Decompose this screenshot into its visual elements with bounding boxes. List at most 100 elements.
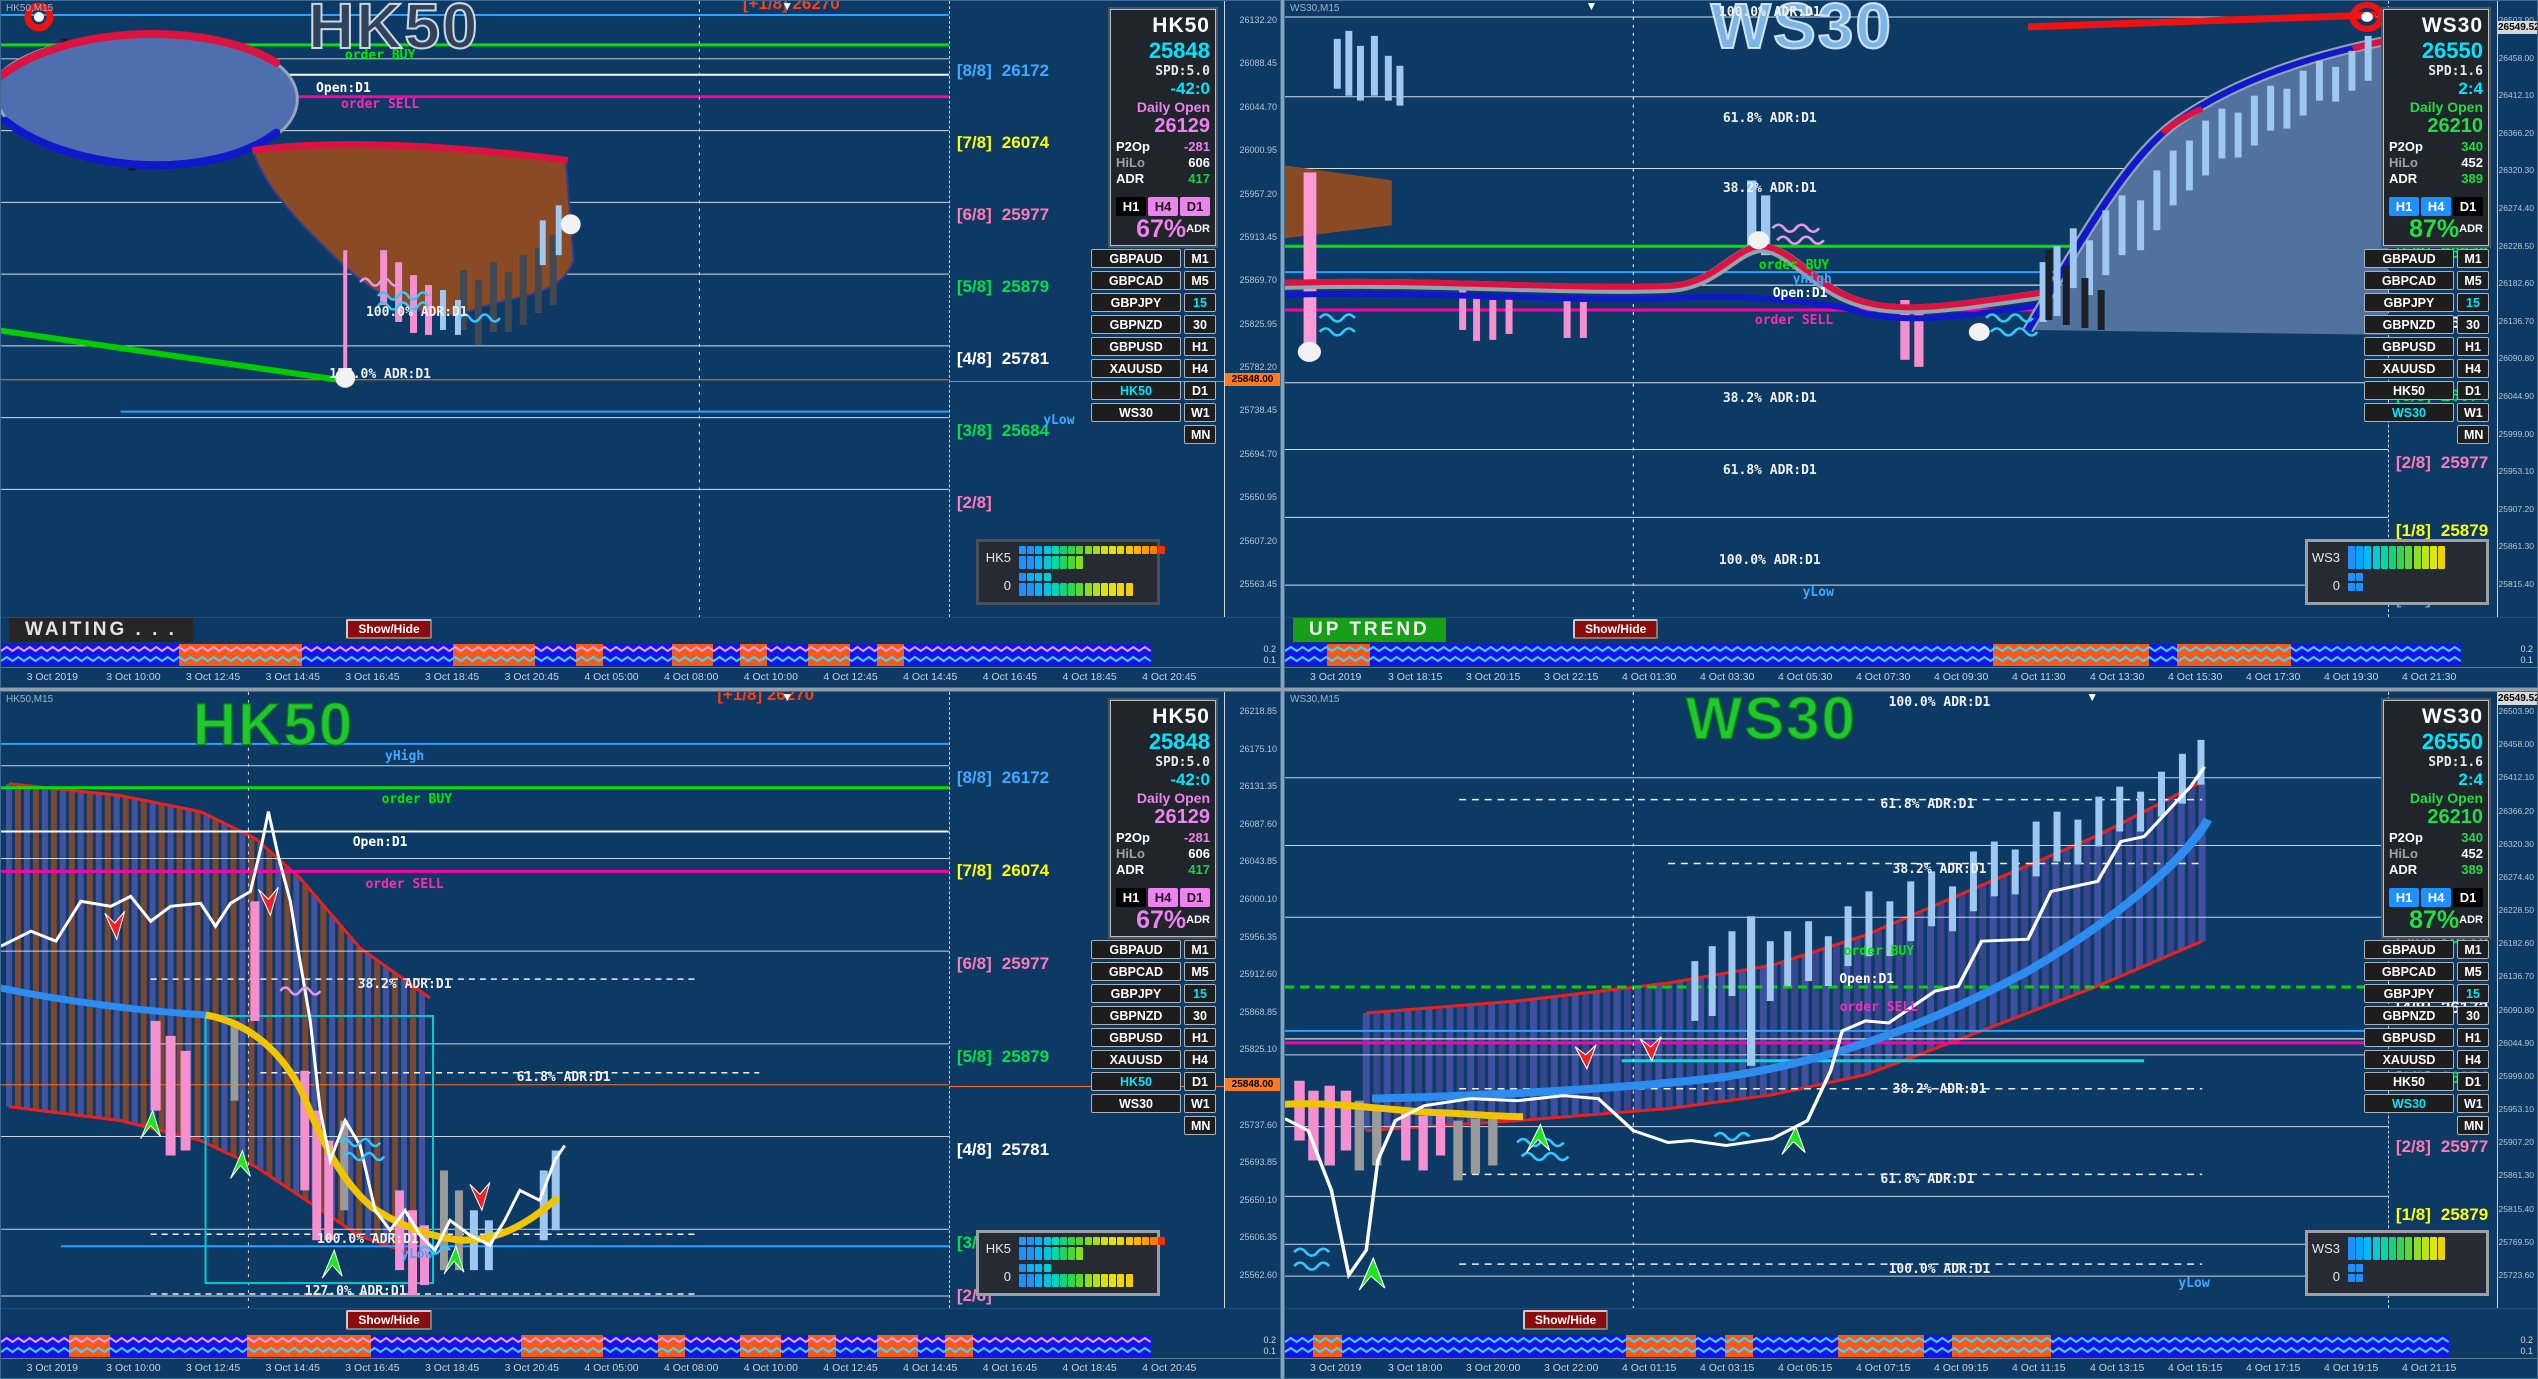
chart-symbol-period-label[interactable]: WS30,M15 <box>1290 3 1340 14</box>
period-button-15[interactable]: 15 <box>1184 984 1216 1003</box>
timeframe-chip-h1[interactable]: H1 <box>2389 197 2419 216</box>
timeframe-chip-d1[interactable]: D1 <box>1180 197 1210 216</box>
period-button-m5[interactable]: M5 <box>2457 962 2489 981</box>
symbol-button-hk50[interactable]: HK50 <box>1091 1072 1181 1091</box>
symbol-button-ws30[interactable]: WS30 <box>1091 1094 1181 1113</box>
price-axis[interactable]: 26503.90 26458.00 26412.10 26366.20 26320.30… <box>2497 1 2537 617</box>
period-button-mn[interactable]: MN <box>2457 1116 2489 1135</box>
timeframe-chip-h1[interactable]: H1 <box>1116 888 1146 907</box>
period-button-d1[interactable]: D1 <box>1184 381 1216 400</box>
show-hide-button[interactable]: Show/Hide <box>346 1310 432 1330</box>
timeframe-chip-d1[interactable]: D1 <box>2453 197 2483 216</box>
period-button-h4[interactable]: H4 <box>1184 1050 1216 1069</box>
symbol-button-gbpcad[interactable]: GBPCAD <box>2364 962 2454 981</box>
timeframe-chip-d1[interactable]: D1 <box>1180 888 1210 907</box>
period-button-mn[interactable]: MN <box>1184 1116 1216 1135</box>
symbol-button-gbpjpy[interactable]: GBPJPY <box>2364 984 2454 1003</box>
timeframe-chip-h4[interactable]: H4 <box>1148 888 1178 907</box>
period-button-w1[interactable]: W1 <box>2457 1094 2489 1113</box>
symbol-button-gbpnzd[interactable]: GBPNZD <box>1091 1006 1181 1025</box>
chart-symbol-period-label[interactable]: HK50,M15 <box>6 694 54 705</box>
symbol-button-hk50[interactable]: HK50 <box>2364 1072 2454 1091</box>
symbol-button-gbpaud[interactable]: GBPAUD <box>2364 940 2454 959</box>
symbol-button-gbpusd[interactable]: GBPUSD <box>1091 1028 1181 1047</box>
symbol-button-xauusd[interactable]: XAUUSD <box>2364 359 2454 378</box>
time-axis[interactable]: 3 Oct 2019 3 Oct 18:15 3 Oct 20:15 3 Oct 22… <box>1285 667 2537 687</box>
timeframe-chip-d1[interactable]: D1 <box>2453 888 2483 907</box>
chart-shift-marker-icon[interactable]: ▼ <box>2086 691 2099 704</box>
show-hide-button[interactable]: Show/Hide <box>346 619 432 639</box>
period-button-h1[interactable]: H1 <box>2457 337 2489 356</box>
symbol-button-gbpnzd[interactable]: GBPNZD <box>2364 315 2454 334</box>
chart-symbol-period-label[interactable]: HK50,M15 <box>6 3 54 14</box>
chart-area[interactable]: WS30,M15 ▼ WS3 0 <box>1285 692 2537 1308</box>
period-button-h1[interactable]: H1 <box>2457 1028 2489 1047</box>
period-button-h4[interactable]: H4 <box>1184 359 1216 378</box>
symbol-button-gbpusd[interactable]: GBPUSD <box>1091 337 1181 356</box>
timeframe-chip-h4[interactable]: H4 <box>1148 197 1178 216</box>
period-button-m1[interactable]: M1 <box>1184 249 1216 268</box>
chart-shift-marker-icon[interactable]: ▼ <box>781 691 794 704</box>
symbol-button-gbpaud[interactable]: GBPAUD <box>1091 940 1181 959</box>
symbol-button-xauusd[interactable]: XAUUSD <box>1091 359 1181 378</box>
period-button-m1[interactable]: M1 <box>2457 940 2489 959</box>
period-button-15[interactable]: 15 <box>1184 293 1216 312</box>
period-button-m5[interactable]: M5 <box>2457 271 2489 290</box>
symbol-button-gbpusd[interactable]: GBPUSD <box>2364 1028 2454 1047</box>
timeframe-chip-h1[interactable]: H1 <box>1116 197 1146 216</box>
symbol-button-gbpaud[interactable]: GBPAUD <box>2364 249 2454 268</box>
period-button-d1[interactable]: D1 <box>2457 1072 2489 1091</box>
period-button-h1[interactable]: H1 <box>1184 1028 1216 1047</box>
time-axis[interactable]: 3 Oct 2019 3 Oct 10:00 3 Oct 12:45 3 Oct 14… <box>1 667 1280 687</box>
period-button-15[interactable]: 15 <box>2457 293 2489 312</box>
period-button-m5[interactable]: M5 <box>1184 271 1216 290</box>
period-button-mn[interactable]: MN <box>1184 425 1216 444</box>
time-axis[interactable]: 3 Oct 2019 3 Oct 18:00 3 Oct 20:00 3 Oct 22… <box>1285 1358 2537 1378</box>
symbol-button-hk50[interactable]: HK50 <box>2364 381 2454 400</box>
period-button-m5[interactable]: M5 <box>1184 962 1216 981</box>
period-button-mn[interactable]: MN <box>2457 425 2489 444</box>
period-button-15[interactable]: 15 <box>2457 984 2489 1003</box>
period-button-h4[interactable]: H4 <box>2457 359 2489 378</box>
chart-symbol-period-label[interactable]: WS30,M15 <box>1290 694 1340 705</box>
timeframe-chip-h4[interactable]: H4 <box>2421 888 2451 907</box>
symbol-button-ws30[interactable]: WS30 <box>1091 403 1181 422</box>
period-button-w1[interactable]: W1 <box>1184 403 1216 422</box>
period-button-30[interactable]: 30 <box>1184 315 1216 334</box>
chart-area[interactable]: HK50,M15 ▼ HK5 0 [+1/8] 26270 <box>1 692 1280 1308</box>
symbol-button-gbpcad[interactable]: GBPCAD <box>1091 962 1181 981</box>
period-button-m1[interactable]: M1 <box>1184 940 1216 959</box>
period-button-d1[interactable]: D1 <box>1184 1072 1216 1091</box>
period-button-w1[interactable]: W1 <box>1184 1094 1216 1113</box>
symbol-button-gbpcad[interactable]: GBPCAD <box>1091 271 1181 290</box>
symbol-button-ws30[interactable]: WS30 <box>2364 403 2454 422</box>
show-hide-button[interactable]: Show/Hide <box>1522 1310 1609 1330</box>
price-axis[interactable]: 26503.90 26458.00 26412.10 26366.20 26320.30… <box>2497 692 2537 1308</box>
symbol-button-gbpusd[interactable]: GBPUSD <box>2364 337 2454 356</box>
period-button-30[interactable]: 30 <box>2457 315 2489 334</box>
price-axis[interactable]: 26132.20 26088.45 26044.70 26000.95 25957.20… <box>1224 1 1280 617</box>
period-button-m1[interactable]: M1 <box>2457 249 2489 268</box>
time-axis[interactable]: 3 Oct 2019 3 Oct 10:00 3 Oct 12:45 3 Oct 14… <box>1 1358 1280 1378</box>
price-axis[interactable]: 26218.85 26175.10 26131.35 26087.60 26043.85… <box>1224 692 1280 1308</box>
symbol-button-gbpjpy[interactable]: GBPJPY <box>1091 293 1181 312</box>
symbol-button-xauusd[interactable]: XAUUSD <box>1091 1050 1181 1069</box>
symbol-button-gbpcad[interactable]: GBPCAD <box>2364 271 2454 290</box>
symbol-button-ws30[interactable]: WS30 <box>2364 1094 2454 1113</box>
period-button-d1[interactable]: D1 <box>2457 381 2489 400</box>
symbol-button-gbpnzd[interactable]: GBPNZD <box>1091 315 1181 334</box>
period-button-h4[interactable]: H4 <box>2457 1050 2489 1069</box>
symbol-button-gbpjpy[interactable]: GBPJPY <box>2364 293 2454 312</box>
chart-shift-marker-icon[interactable]: ▼ <box>781 0 794 13</box>
timeframe-chip-h1[interactable]: H1 <box>2389 888 2419 907</box>
show-hide-button[interactable]: Show/Hide <box>1572 619 1659 639</box>
symbol-button-gbpaud[interactable]: GBPAUD <box>1091 249 1181 268</box>
symbol-button-xauusd[interactable]: XAUUSD <box>2364 1050 2454 1069</box>
chart-shift-marker-icon[interactable]: ▼ <box>1585 0 1598 13</box>
symbol-button-gbpjpy[interactable]: GBPJPY <box>1091 984 1181 1003</box>
chart-area[interactable]: HK50,M15 ▼ HK5 0 [+1/8] 26270 <box>1 1 1280 617</box>
period-button-h1[interactable]: H1 <box>1184 337 1216 356</box>
period-button-30[interactable]: 30 <box>2457 1006 2489 1025</box>
period-button-w1[interactable]: W1 <box>2457 403 2489 422</box>
chart-area[interactable]: WS30,M15 ▼ WS3 0 <box>1285 1 2537 617</box>
